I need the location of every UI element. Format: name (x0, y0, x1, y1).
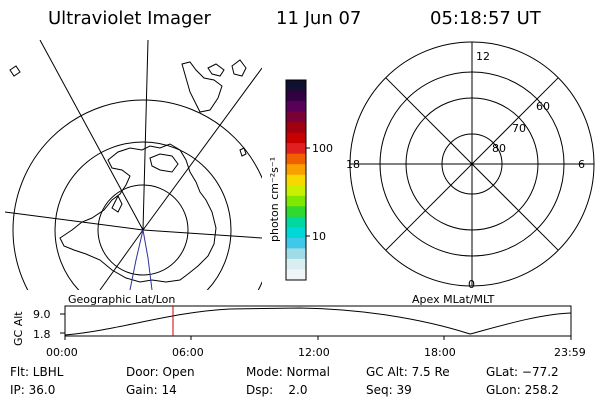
colorbar-swatch (286, 143, 306, 155)
coastline (111, 194, 123, 213)
info-dsp: Dsp: 2.0 (246, 383, 308, 397)
lon-line (142, 67, 262, 231)
coastline (9, 65, 21, 77)
mlt-label-12: 12 (476, 50, 490, 63)
lon-line (99, 229, 144, 290)
mlat-label-60: 60 (536, 100, 550, 113)
geographic-map (4, 40, 262, 290)
colorbar (286, 80, 306, 281)
mlt-label-0: 0 (468, 278, 475, 291)
colorbar-swatch (286, 90, 306, 102)
colorbar-swatch (286, 269, 306, 281)
lon-line (142, 229, 262, 239)
colorbar-swatch (286, 80, 306, 92)
strip-ylabel: GC Alt (12, 311, 25, 346)
lat-circle (97, 184, 189, 276)
colorbar-swatch (286, 227, 306, 239)
coastline (181, 61, 223, 113)
coastline (149, 153, 179, 173)
colorbar-swatch (286, 195, 306, 207)
colorbar-swatch (286, 111, 306, 123)
lon-line (4, 211, 144, 231)
colorbar-swatch (286, 258, 306, 270)
info-gain: Gain: 14 (126, 383, 177, 397)
strip-left-label: Geographic Lat/Lon (68, 293, 175, 306)
strip-xtick-label: 12:00 (298, 346, 330, 359)
strip-ytick: 9.0 (33, 308, 51, 321)
lon-line (39, 40, 144, 231)
coastline (239, 147, 247, 157)
info-door: Door: Open (126, 365, 195, 379)
mlt-label-18: 18 (346, 158, 360, 171)
colorbar-swatch (286, 122, 306, 134)
coastline (59, 143, 217, 283)
info-gc-alt: GC Alt: 7.5 Re (366, 365, 450, 379)
lat-circle (12, 99, 262, 290)
info-filter: Flt: LBHL (10, 365, 64, 379)
strip-xtick-label: 18:00 (424, 346, 456, 359)
lat-circle (54, 141, 232, 290)
colorbar-swatch (286, 101, 306, 113)
mlat-label-80: 80 (492, 142, 506, 155)
colorbar-swatch (286, 174, 306, 186)
info-ip: IP: 36.0 (10, 383, 56, 397)
colorbar-unit-label: photon cm⁻²s⁻¹ (268, 157, 281, 242)
lon-line (142, 40, 149, 231)
colorbar-swatch (286, 237, 306, 249)
strip-xtick-label: 00:00 (46, 346, 78, 359)
colorbar-swatch (286, 132, 306, 144)
colorbar-swatch (286, 206, 306, 218)
satellite-track (129, 229, 144, 290)
colorbar-swatch (286, 216, 306, 228)
strip-ytick: 1.8 (33, 328, 51, 341)
colorbar-tick-label: 10 (312, 230, 326, 243)
strip-xtick-label: 23:59 (554, 346, 586, 359)
strip-right-label: Apex MLat/MLT (412, 293, 495, 306)
polar-plot (349, 41, 595, 287)
colorbar-tick-label: 100 (312, 142, 333, 155)
colorbar-frame (285, 79, 307, 281)
strip-xticks (64, 336, 572, 340)
mlt-label-6: 6 (578, 158, 585, 171)
info-seq: Seq: 39 (366, 383, 412, 397)
info-glat: GLat: −77.2 (486, 365, 559, 379)
altitude-curve (64, 307, 572, 336)
observation-time: 05:18:57 UT (430, 8, 541, 29)
observation-date: 11 Jun 07 (276, 8, 362, 29)
colorbar-swatch (286, 153, 306, 165)
info-mode: Mode: Normal (246, 365, 330, 379)
mlat-label-70: 70 (512, 122, 526, 135)
strip-xtick-label: 06:00 (172, 346, 204, 359)
instrument-title: Ultraviolet Imager (48, 8, 211, 29)
coastline (231, 59, 247, 77)
colorbar-swatch (286, 185, 306, 197)
mlt-line-diag (385, 77, 559, 251)
info-glon: GLon: 258.2 (486, 383, 559, 397)
colorbar-swatch (286, 248, 306, 260)
strip-frame (64, 305, 572, 337)
satellite-track (142, 229, 153, 290)
colorbar-swatch (286, 164, 306, 176)
coastline (207, 63, 225, 77)
